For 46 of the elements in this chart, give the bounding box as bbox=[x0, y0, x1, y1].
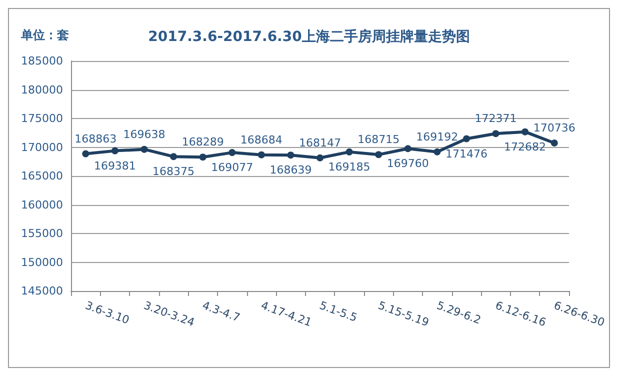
data-label: 169185 bbox=[328, 160, 370, 174]
point bbox=[404, 145, 412, 152]
point bbox=[492, 130, 500, 138]
data-label: 172682 bbox=[504, 140, 546, 154]
y-tick-label: 155000 bbox=[21, 227, 63, 240]
point bbox=[434, 148, 441, 156]
chart-title: 2017.3.6-2017.6.30上海二手房周挂牌量走势图 bbox=[148, 28, 470, 45]
y-tick-label: 145000 bbox=[21, 284, 63, 298]
point bbox=[228, 149, 236, 156]
data-label: 168863 bbox=[74, 132, 117, 146]
point bbox=[82, 150, 90, 158]
data-label: 169192 bbox=[416, 130, 458, 144]
point bbox=[199, 154, 206, 161]
point bbox=[170, 153, 178, 160]
data-label: 168684 bbox=[240, 133, 282, 146]
y-tick-label: 150000 bbox=[21, 256, 63, 269]
data-label: 171476 bbox=[445, 147, 488, 160]
point bbox=[346, 148, 353, 156]
point bbox=[522, 128, 529, 136]
data-label: 169638 bbox=[123, 128, 166, 141]
point bbox=[375, 151, 382, 158]
data-label: 169077 bbox=[211, 161, 254, 174]
y-tick-label: 160000 bbox=[21, 198, 63, 212]
x-tick-label: 4.3-4.7 bbox=[200, 298, 242, 324]
data-label: 168715 bbox=[358, 133, 400, 146]
data-label: 168289 bbox=[182, 136, 224, 149]
point bbox=[111, 147, 118, 154]
y-tick-label: 180000 bbox=[21, 83, 63, 96]
y-tick-label: 175000 bbox=[21, 112, 63, 125]
data-label: 168147 bbox=[299, 136, 341, 150]
data-label: 172371 bbox=[474, 112, 517, 126]
point bbox=[140, 146, 148, 153]
text: 单位：套 bbox=[20, 28, 69, 42]
y-tick-label: 170000 bbox=[21, 140, 63, 154]
data-label: 170736 bbox=[533, 122, 576, 135]
point bbox=[316, 154, 324, 162]
point bbox=[258, 151, 265, 158]
point bbox=[462, 135, 470, 142]
y-tick-label: 165000 bbox=[21, 170, 63, 182]
data-label: 169760 bbox=[386, 157, 429, 170]
point bbox=[550, 140, 558, 147]
y-tick-label: 185000 bbox=[21, 54, 63, 68]
data-label: 168375 bbox=[152, 165, 195, 178]
data-label: 169381 bbox=[94, 159, 136, 172]
data-label: 168639 bbox=[270, 164, 312, 177]
point bbox=[287, 152, 294, 159]
